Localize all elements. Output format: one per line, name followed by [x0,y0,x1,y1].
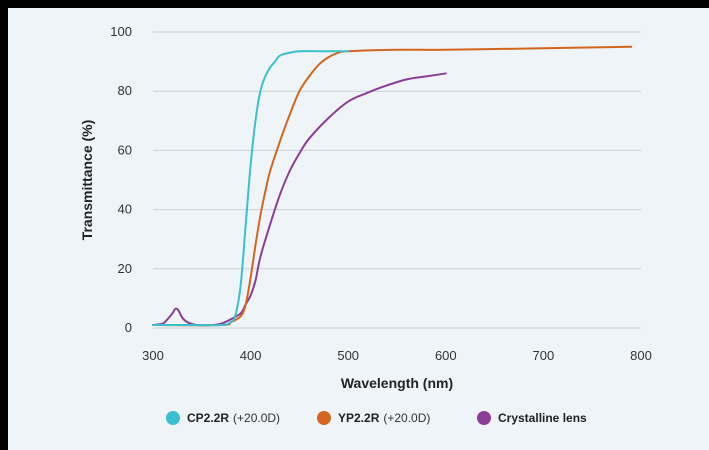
y-tick-label-100: 100 [110,24,132,39]
legend-label-cp2-2r: CP2.2R [187,411,229,425]
x-tick-label-600: 600 [435,348,457,363]
grid-layer [153,31,641,329]
legend-item-yp2-2r: YP2.2R (+20.0D) [317,411,430,425]
x-tick-label-400: 400 [240,348,262,363]
x-tick-label-800: 800 [630,348,652,363]
x-axis-title: Wavelength (nm) [341,375,453,391]
y-tick-label-20: 20 [118,261,132,276]
series-line-crystalline-lens [152,72,447,327]
x-tick-labels: 300 400 500 600 700 800 [142,348,652,363]
legend: CP2.2R (+20.0D) YP2.2R (+20.0D) Crystalline … [166,411,587,425]
legend-suffix-yp2-2r: (+20.0D) [383,411,430,425]
series-layer [152,45,633,327]
x-tick-label-700: 700 [533,348,555,363]
legend-marker-crystalline-lens [477,411,491,425]
chart-panel: 0 20 40 60 80 100 300 400 500 600 700 800 Waveleng… [8,8,709,450]
legend-label-yp2-2r: YP2.2R [338,411,380,425]
legend-item-cp2-2r: CP2.2R (+20.0D) [166,411,280,425]
legend-suffix-cp2-2r: (+20.0D) [233,411,280,425]
legend-marker-yp2-2r [317,411,331,425]
x-tick-label-300: 300 [142,348,164,363]
y-tick-label-40: 40 [118,202,132,217]
x-tick-label-500: 500 [337,348,359,363]
y-tick-label-0: 0 [125,320,132,335]
series-line-cp2-2r [152,50,350,327]
y-tick-label-80: 80 [118,83,132,98]
y-tick-labels: 0 20 40 60 80 100 [110,24,132,335]
legend-label-crystalline-lens: Crystalline lens [498,411,587,425]
transmittance-chart: 0 20 40 60 80 100 300 400 500 600 700 800 Waveleng… [79,24,652,425]
y-tick-label-60: 60 [118,142,132,157]
y-axis-title: Transmittance (%) [79,120,95,241]
legend-item-crystalline-lens: Crystalline lens [477,411,587,425]
legend-marker-cp2-2r [166,411,180,425]
series-line-yp2-2r [152,45,633,327]
